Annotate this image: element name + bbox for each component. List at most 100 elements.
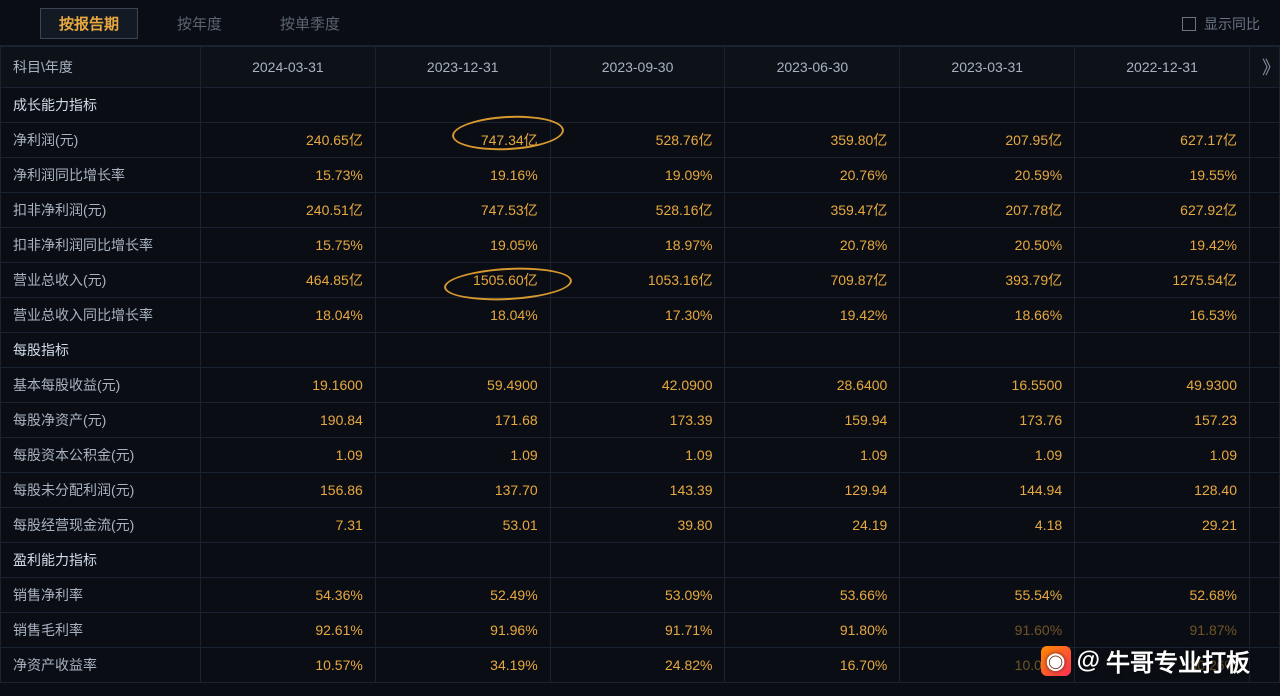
cell: 92.61% xyxy=(201,613,376,648)
row-cap-reserve-ps: 每股资本公积金(元) 1.09 1.09 1.09 1.09 1.09 1.09 xyxy=(1,438,1280,473)
row-label: 销售毛利率 xyxy=(1,613,201,648)
cell: 24.82% xyxy=(550,648,725,683)
cell: 359.80亿 xyxy=(725,123,900,158)
row-label: 净利润同比增长率 xyxy=(1,158,201,193)
cell: 91.96% xyxy=(375,613,550,648)
cell: 53.09% xyxy=(550,578,725,613)
row-label: 每股净资产(元) xyxy=(1,403,201,438)
cell: 144.94 xyxy=(900,473,1075,508)
cell: 129.94 xyxy=(725,473,900,508)
cell: 359.47亿 xyxy=(725,193,900,228)
cell: 156.86 xyxy=(201,473,376,508)
row-label: 扣非净利润(元) xyxy=(1,193,201,228)
row-op-cash-ps: 每股经营现金流(元) 7.31 53.01 39.80 24.19 4.18 2… xyxy=(1,508,1280,543)
cell: 207.78亿 xyxy=(900,193,1075,228)
cell: 1.09 xyxy=(375,438,550,473)
row-total-revenue: 营业总收入(元) 464.85亿 1505.60亿 1053.16亿 709.8… xyxy=(1,263,1280,298)
cell: 157.23 xyxy=(1075,403,1250,438)
cell: 54.36% xyxy=(201,578,376,613)
cell: 207.95亿 xyxy=(900,123,1075,158)
scroll-right-icon[interactable]: 》 xyxy=(1250,47,1280,88)
row-adj-net-profit-yoy: 扣非净利润同比增长率 15.75% 19.05% 18.97% 20.78% 2… xyxy=(1,228,1280,263)
cell: 709.87亿 xyxy=(725,263,900,298)
cell: 1.09 xyxy=(900,438,1075,473)
cell: 1.09 xyxy=(1075,438,1250,473)
watermark-name: 牛哥专业打板 xyxy=(1106,643,1250,678)
cell: 19.42% xyxy=(725,298,900,333)
col-2023-06-30[interactable]: 2023-06-30 xyxy=(725,47,900,88)
tab-by-report-period[interactable]: 按报告期 xyxy=(40,8,138,39)
cell: 28.6400 xyxy=(725,368,900,403)
row-label: 营业总收入(元) xyxy=(1,263,201,298)
col-2023-09-30[interactable]: 2023-09-30 xyxy=(550,47,725,88)
cell: 7.31 xyxy=(201,508,376,543)
cell: 34.19% xyxy=(375,648,550,683)
row-bvps: 每股净资产(元) 190.84 171.68 173.39 159.94 173… xyxy=(1,403,1280,438)
header-label: 科目\年度 xyxy=(1,47,201,88)
cell: 24.19 xyxy=(725,508,900,543)
cell: 171.68 xyxy=(375,403,550,438)
row-label: 每股未分配利润(元) xyxy=(1,473,201,508)
toolbar-right: 显示同比 xyxy=(1182,14,1260,34)
section-profit: 盈利能力指标 xyxy=(1,543,1280,578)
cell: 1053.16亿 xyxy=(550,263,725,298)
cell: 19.42% xyxy=(1075,228,1250,263)
cell: 20.50% xyxy=(900,228,1075,263)
section-label: 每股指标 xyxy=(1,333,201,368)
cell: 627.92亿 xyxy=(1075,193,1250,228)
cell: 4.18 xyxy=(900,508,1075,543)
cell: 18.04% xyxy=(375,298,550,333)
row-label: 扣非净利润同比增长率 xyxy=(1,228,201,263)
cell: 10.57% xyxy=(201,648,376,683)
tab-by-year[interactable]: 按年度 xyxy=(158,8,241,39)
cell: 19.09% xyxy=(550,158,725,193)
row-undist-profit-ps: 每股未分配利润(元) 156.86 137.70 143.39 129.94 1… xyxy=(1,473,1280,508)
cell: 240.51亿 xyxy=(201,193,376,228)
cell: 1.09 xyxy=(201,438,376,473)
period-toolbar: 按报告期 按年度 按单季度 显示同比 xyxy=(0,0,1280,46)
cell: 42.0900 xyxy=(550,368,725,403)
row-label: 销售净利率 xyxy=(1,578,201,613)
row-label: 每股经营现金流(元) xyxy=(1,508,201,543)
cell: 240.65亿 xyxy=(201,123,376,158)
section-growth: 成长能力指标 xyxy=(1,88,1280,123)
cell: 16.5500 xyxy=(900,368,1075,403)
col-2024-03-31[interactable]: 2024-03-31 xyxy=(201,47,376,88)
cell: 393.79亿 xyxy=(900,263,1075,298)
col-2023-12-31[interactable]: 2023-12-31 xyxy=(375,47,550,88)
col-2022-12-31[interactable]: 2022-12-31 xyxy=(1075,47,1250,88)
cell: 15.73% xyxy=(201,158,376,193)
cell: 137.70 xyxy=(375,473,550,508)
col-2023-03-31[interactable]: 2023-03-31 xyxy=(900,47,1075,88)
cell: 16.53% xyxy=(1075,298,1250,333)
row-net-profit-yoy: 净利润同比增长率 15.73% 19.16% 19.09% 20.76% 20.… xyxy=(1,158,1280,193)
row-label: 基本每股收益(元) xyxy=(1,368,201,403)
row-label: 净利润(元) xyxy=(1,123,201,158)
row-label: 净资产收益率 xyxy=(1,648,201,683)
cell: 55.54% xyxy=(900,578,1075,613)
tab-by-quarter[interactable]: 按单季度 xyxy=(261,8,359,39)
cell: 19.05% xyxy=(375,228,550,263)
watermark: ◉ @牛哥专业打板 xyxy=(1041,643,1250,678)
cell: 18.04% xyxy=(201,298,376,333)
cell: 1275.54亿 xyxy=(1075,263,1250,298)
cell: 528.76亿 xyxy=(550,123,725,158)
cell: 49.9300 xyxy=(1075,368,1250,403)
cell: 17.30% xyxy=(550,298,725,333)
cell: 20.59% xyxy=(900,158,1075,193)
cell: 1505.60亿 xyxy=(375,263,550,298)
show-yoy-checkbox[interactable] xyxy=(1182,17,1196,31)
cell: 52.68% xyxy=(1075,578,1250,613)
cell: 1.09 xyxy=(725,438,900,473)
row-total-revenue-yoy: 营业总收入同比增长率 18.04% 18.04% 17.30% 19.42% 1… xyxy=(1,298,1280,333)
cell: 18.66% xyxy=(900,298,1075,333)
cell: 190.84 xyxy=(201,403,376,438)
row-net-margin: 销售净利率 54.36% 52.49% 53.09% 53.66% 55.54%… xyxy=(1,578,1280,613)
section-label: 成长能力指标 xyxy=(1,88,201,123)
row-net-profit: 净利润(元) 240.65亿 747.34亿 528.76亿 359.80亿 2… xyxy=(1,123,1280,158)
cell: 20.78% xyxy=(725,228,900,263)
cell: 464.85亿 xyxy=(201,263,376,298)
section-label: 盈利能力指标 xyxy=(1,543,201,578)
row-eps-basic: 基本每股收益(元) 19.1600 59.4900 42.0900 28.640… xyxy=(1,368,1280,403)
cell: 91.80% xyxy=(725,613,900,648)
